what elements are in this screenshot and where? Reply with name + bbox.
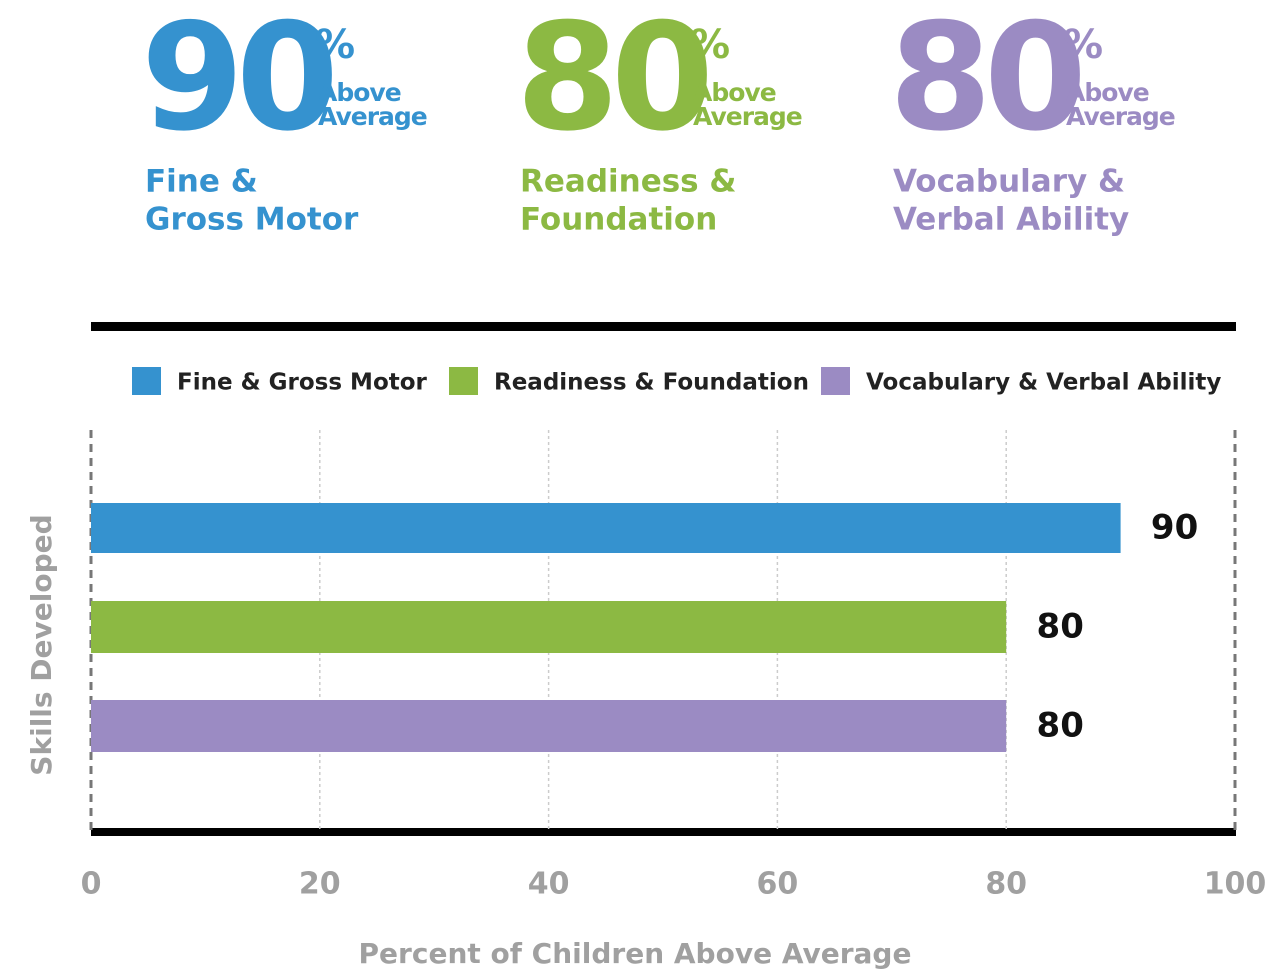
highlight-suffix: % xyxy=(315,22,355,68)
x-tick-label: 100 xyxy=(1204,867,1267,902)
x-tick-label: 80 xyxy=(985,867,1027,902)
legend-swatch xyxy=(449,367,478,395)
bar xyxy=(91,700,1007,752)
highlight-label: Fine & xyxy=(145,164,258,200)
highlight-note: Average xyxy=(693,102,802,131)
data-label: 80 xyxy=(1037,706,1084,746)
x-axis-label: Percent of Children Above Average xyxy=(359,937,912,970)
highlight-label: Gross Motor xyxy=(145,202,359,238)
data-label: 90 xyxy=(1151,508,1198,548)
highlight-value: 80 xyxy=(889,0,1080,164)
highlight-label: Readiness & xyxy=(520,164,736,200)
highlight-label: Verbal Ability xyxy=(893,202,1129,238)
y-axis-label: Skills Developed xyxy=(25,514,58,775)
highlight-note: Above xyxy=(318,78,401,107)
legend-label: Vocabulary & Verbal Ability xyxy=(866,370,1221,396)
legend-swatch xyxy=(821,367,850,395)
x-tick-label: 20 xyxy=(299,867,341,902)
highlight-note: Above xyxy=(693,78,776,107)
legend-swatch xyxy=(132,367,161,395)
x-tick-label: 60 xyxy=(757,867,799,902)
legend-label: Readiness & Foundation xyxy=(494,370,809,396)
highlight-note: Above xyxy=(1066,78,1149,107)
highlight-value: 90 xyxy=(141,0,332,164)
top-rule xyxy=(91,322,1236,331)
legend-label: Fine & Gross Motor xyxy=(177,370,428,396)
highlight-label: Foundation xyxy=(520,202,717,238)
highlight-note: Average xyxy=(1066,102,1175,131)
x-tick-label: 40 xyxy=(528,867,570,902)
highlight-suffix: % xyxy=(690,22,730,68)
highlight-note: Average xyxy=(318,102,427,131)
bar xyxy=(91,601,1007,653)
highlight-label: Vocabulary & xyxy=(893,164,1125,200)
x-tick-label: 0 xyxy=(81,867,102,902)
data-label: 80 xyxy=(1037,607,1084,647)
bar xyxy=(91,503,1121,553)
highlight-suffix: % xyxy=(1063,22,1103,68)
bottom-rule xyxy=(91,828,1236,836)
highlight-value: 80 xyxy=(516,0,707,164)
